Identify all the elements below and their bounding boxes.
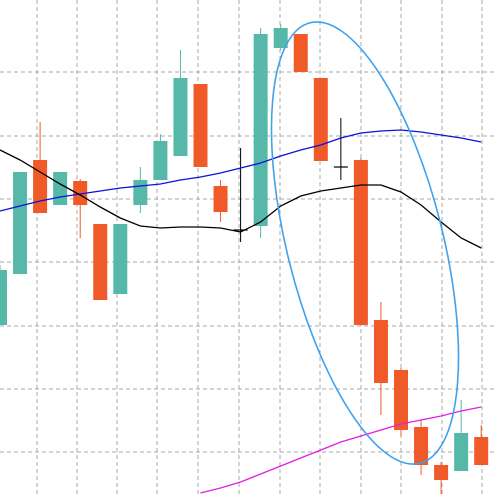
candle-body <box>454 433 469 471</box>
candle-body <box>414 427 429 465</box>
moving-average-line <box>0 129 482 212</box>
candle-body <box>173 78 188 156</box>
candle-body <box>353 160 368 325</box>
candle-body <box>313 78 328 161</box>
candle-body <box>193 84 208 167</box>
candle-body <box>213 186 228 212</box>
candle-body <box>293 34 308 72</box>
candle-body <box>133 180 148 205</box>
candle-body <box>373 320 388 383</box>
highlight-ellipse <box>270 21 460 465</box>
candle-body <box>73 181 88 205</box>
candle-body <box>474 437 489 465</box>
moving-average-line <box>200 406 482 494</box>
plot <box>0 24 489 494</box>
candle-body <box>273 28 288 48</box>
candle-body <box>113 224 128 294</box>
moving-average-line <box>0 149 482 249</box>
candle-body <box>33 160 48 213</box>
candle-body <box>53 172 68 205</box>
candle-body <box>13 172 28 274</box>
candle-body <box>434 465 449 480</box>
candle-body <box>93 224 108 300</box>
candle-body <box>0 270 7 325</box>
candle-body <box>394 370 408 430</box>
candle-body <box>153 141 168 180</box>
candle-body <box>253 34 268 226</box>
